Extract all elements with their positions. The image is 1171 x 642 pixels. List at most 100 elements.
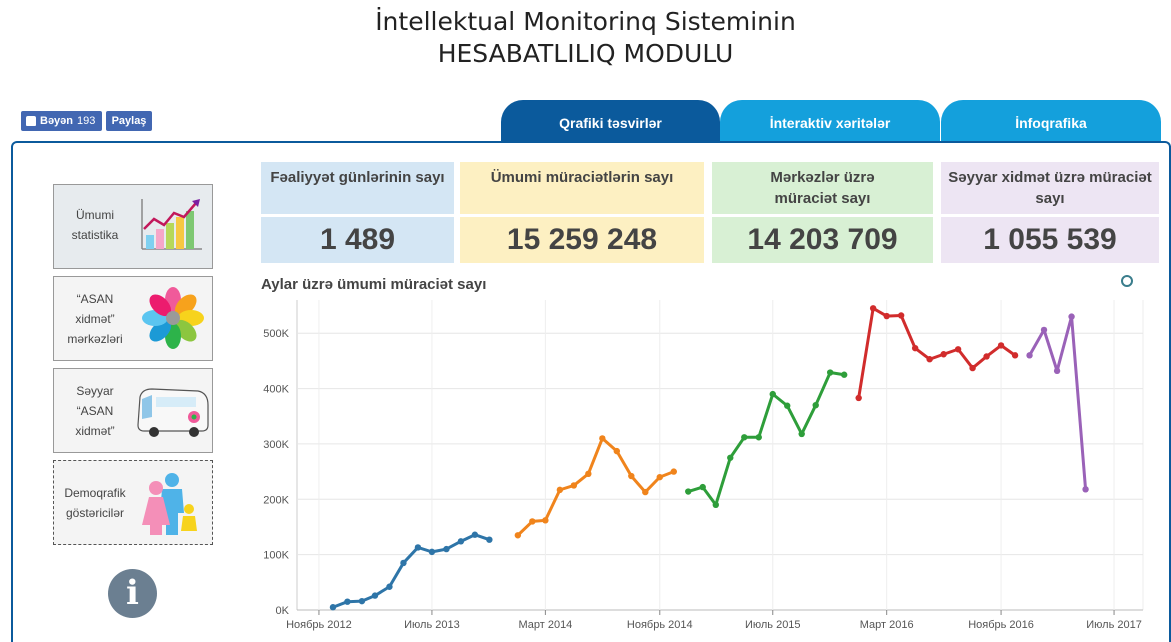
y-tick-label: 400K [263,384,289,396]
sidebar-item-label: Ümumi statistika [71,208,119,242]
x-tick-label: Июль 2017 [1086,619,1142,631]
data-point [628,472,635,480]
content-panel [11,141,1171,642]
y-tick-label: 0K [276,605,290,617]
sidebar-item-asan-centers[interactable]: “ASAN xidmət” mərkəzləri [53,276,213,361]
series-line-1 [332,533,490,609]
data-point [443,545,450,553]
data-point [911,344,919,352]
data-point [656,473,663,481]
y-tick-label: 100K [263,550,289,562]
title-line-1: İntellektual Monitorinq Sisteminin [375,7,796,36]
data-point [798,430,805,438]
family-icon [142,473,197,535]
like-label: Bəyən [40,115,74,127]
sidebar-item-label: “ASAN xidmət” mərkəzləri [67,292,123,346]
data-point [570,482,578,489]
sidebar-item-demographics[interactable]: Demoqrafik göstəricilər [53,460,213,545]
data-point [883,312,890,320]
data-point [400,559,407,567]
stat-value: 15 259 248 [460,217,704,263]
tab-infographics[interactable]: İnfoqrafika [941,100,1161,142]
data-point [840,371,848,378]
data-point [1068,313,1075,320]
like-button[interactable]: Bəyən 193 [21,111,102,131]
data-point [457,538,465,545]
info-icon[interactable]: i [108,569,157,618]
sidebar-item-general-stats[interactable]: Ümumi statistika [53,184,213,269]
data-point [542,517,549,524]
data-point [358,597,366,605]
data-point [784,402,791,409]
mobile-bus-icon [137,388,209,437]
data-point [556,486,564,494]
tab-interactive-maps[interactable]: İnteraktiv xəritələr [720,100,940,142]
chart-title: Aylar üzrə ümumi müraciət sayı [261,276,487,293]
data-point [471,531,479,538]
data-point [642,488,649,496]
data-point [670,468,677,475]
stat-card-total-requests: Ümumi müraciətlərin sayı 15 259 248 [460,162,704,263]
stat-label: Mərkəzlər üzrə müraciət sayı [712,162,933,214]
growth-chart-icon [141,199,202,250]
data-point [1053,367,1061,375]
data-point [486,536,493,543]
monthly-requests-line-chart: 0K 100K 200K 300K 400K 500K Ноябрь 2012 Июль 20… [263,300,1144,631]
sidebar-item-label: Səyyar “ASAN xidmət” [75,384,115,438]
sidebar-item-mobile-service[interactable]: Səyyar “ASAN xidmət” [53,368,213,453]
data-point [826,369,834,376]
stat-label: Səyyar xidmət üzrə müraciət sayı [941,162,1159,214]
x-tick-label: Июль 2015 [745,619,801,631]
data-point [969,364,976,372]
data-point [514,532,522,539]
page-title: İntellektual Monitorinq Sisteminin HESAB… [0,6,1171,70]
data-point [1040,326,1048,334]
stat-card-mobile-requests: Səyyar xidmət üzrə müraciət sayı 1 055 5… [941,162,1159,263]
stat-card-center-requests: Mərkəzlər üzrə müraciət sayı 14 203 709 [712,162,933,263]
series-line-5 [1028,315,1088,490]
data-point [386,583,393,590]
series-line-4 [857,306,1016,399]
sidebar-item-label: Demoqrafik göstəricilər [64,486,126,520]
x-tick-label: Март 2014 [518,619,572,631]
y-tick-label: 200K [263,494,289,506]
data-point [926,356,933,363]
title-line-2: HESABATLILIQ MODULU [437,39,734,68]
data-point [954,346,962,353]
like-count: 193 [77,115,96,127]
data-point [1011,352,1019,359]
data-point [585,470,592,478]
chart-options-icon[interactable] [1121,275,1133,287]
x-tick-label: Ноябрь 2012 [286,619,352,631]
stat-value: 1 489 [261,217,454,263]
stat-value: 14 203 709 [712,217,933,263]
data-point [613,447,621,455]
y-tick-label: 500K [263,328,289,340]
data-point [685,488,692,495]
data-point [769,390,776,398]
data-point [727,454,734,461]
data-point [812,401,819,409]
data-point [869,305,877,312]
data-point [741,434,748,441]
stat-value: 1 055 539 [941,217,1159,263]
series-line-2 [516,436,675,537]
data-point [371,592,379,599]
asan-flower-logo-icon [142,287,204,349]
data-point [712,501,719,509]
data-point [599,435,606,442]
x-tick-label: Июль 2013 [404,619,460,631]
tab-graphics[interactable]: Qrafiki təsvirlər [501,100,720,142]
data-point [897,312,905,319]
stat-card-activity-days: Fəaliyyət günlərinin sayı 1 489 [261,162,454,263]
data-point [699,483,706,491]
data-point [983,353,990,360]
data-point [329,604,337,611]
stat-label: Ümumi müraciətlərin sayı [460,162,704,214]
y-tick-label: 300K [263,439,289,451]
data-point [940,351,947,358]
data-point [428,548,436,556]
share-button[interactable]: Paylaş [106,111,152,131]
x-tick-label: Ноябрь 2014 [627,619,693,631]
data-point [529,518,536,525]
